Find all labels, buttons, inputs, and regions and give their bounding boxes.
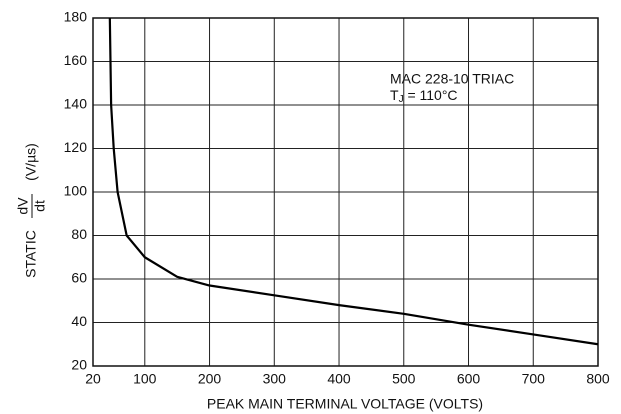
y-label-unit: (V/µs)	[23, 143, 39, 181]
y-axis-label: STATIC dV dt (V/µs)	[15, 143, 48, 278]
x-tick-label: 400	[327, 371, 351, 387]
x-tick-label: 20	[85, 371, 101, 387]
y-tick-label: 120	[64, 139, 88, 155]
x-tick-label: 100	[133, 371, 157, 387]
y-tick-label: 40	[71, 313, 87, 329]
y-tick-label: 60	[71, 270, 87, 286]
y-label-prefix: STATIC	[23, 230, 39, 278]
x-tick-label: 200	[198, 371, 222, 387]
annotation-subscript: J	[399, 94, 404, 105]
annotation-line2: TJ = 110°C	[390, 87, 458, 105]
y-tick-label: 80	[71, 226, 87, 242]
x-tick-label: 700	[522, 371, 546, 387]
y-tick-label: 160	[64, 52, 88, 68]
x-tick-label: 500	[392, 371, 416, 387]
annotation-line1: MAC 228-10 TRIAC	[390, 71, 514, 87]
x-tick-label: 300	[263, 371, 287, 387]
x-tick-label: 800	[586, 371, 610, 387]
y-tick-label: 140	[64, 96, 88, 112]
curve	[108, 17, 599, 346]
x-tick-label: 600	[457, 371, 481, 387]
y-label-numerator: dV	[15, 197, 31, 215]
annotation-symbol: T	[390, 87, 399, 103]
y-tick-label: 20	[71, 357, 87, 373]
annotation-rest: = 110°C	[404, 87, 458, 103]
y-tick-label: 180	[64, 9, 88, 25]
x-axis-label: PEAK MAIN TERMINAL VOLTAGE (VOLTS)	[207, 396, 483, 412]
y-label-denominator: dt	[32, 200, 48, 212]
y-tick-label: 100	[64, 183, 88, 199]
plot-frame	[92, 17, 599, 367]
